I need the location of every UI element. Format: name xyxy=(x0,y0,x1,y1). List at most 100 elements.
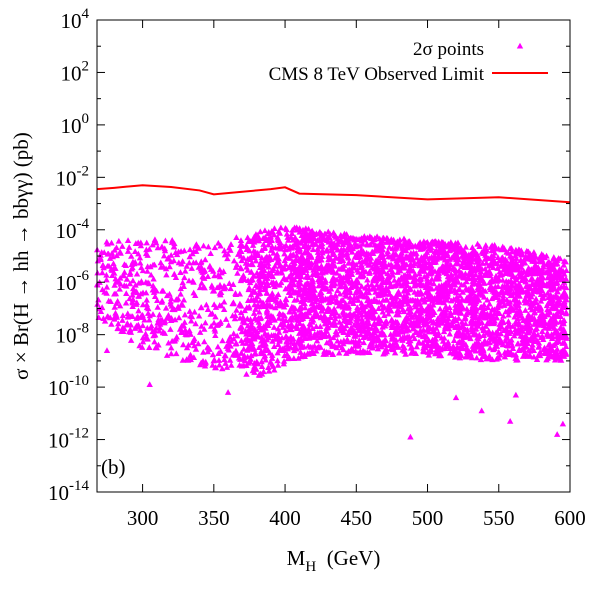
scatter-point xyxy=(330,274,337,281)
scatter-point xyxy=(307,296,314,303)
scatter-point xyxy=(335,312,343,319)
scatter-point xyxy=(404,289,412,296)
scatter-point xyxy=(388,293,395,300)
scatter-point xyxy=(351,333,359,339)
scatter-point xyxy=(243,362,250,368)
scatter-point xyxy=(195,312,203,319)
scatter-point xyxy=(119,243,126,249)
scatter-point xyxy=(455,279,462,285)
scatter-point xyxy=(314,249,322,255)
scatter-point xyxy=(142,289,150,296)
scatter-point xyxy=(387,331,394,337)
scatter-point xyxy=(475,318,483,325)
scatter-point xyxy=(159,328,167,335)
scatter-point xyxy=(245,286,252,293)
scatter-point xyxy=(252,350,259,357)
scatter-point xyxy=(303,267,310,273)
scatter-point xyxy=(210,319,218,326)
scatter-point xyxy=(183,356,190,363)
scatter-point xyxy=(301,283,309,289)
scatter-point xyxy=(142,330,149,337)
scatter-point xyxy=(462,326,469,333)
scatter-point xyxy=(467,290,474,297)
scatter-point xyxy=(560,289,568,295)
scatter-point xyxy=(378,301,386,308)
scatter-point xyxy=(305,342,312,349)
scatter-point xyxy=(233,261,241,268)
scatter-point xyxy=(246,303,253,310)
scatter-point xyxy=(287,315,294,322)
scatter-point xyxy=(515,347,523,353)
scatter-point xyxy=(376,291,383,298)
scatter-point xyxy=(115,279,123,285)
scatter-point xyxy=(530,249,538,255)
scatter-point xyxy=(526,269,534,276)
scatter-point xyxy=(398,257,405,263)
scatter-point xyxy=(474,284,482,291)
scatter-point xyxy=(347,324,355,331)
scatter-point xyxy=(316,329,324,335)
scatter-point xyxy=(160,252,168,259)
scatter-point xyxy=(521,259,529,266)
scatter-point xyxy=(467,353,474,359)
scatter-point xyxy=(420,296,428,303)
scatter-point xyxy=(237,252,245,259)
scatter-point xyxy=(245,326,253,333)
scatter-point xyxy=(443,260,450,267)
scatter-point xyxy=(411,335,418,342)
scatter-point xyxy=(463,305,471,312)
scatter-point xyxy=(139,267,147,274)
scatter-point xyxy=(111,304,118,310)
scatter-point xyxy=(163,352,171,358)
scatter-point xyxy=(343,312,350,318)
scatter-point xyxy=(287,292,294,299)
scatter-point xyxy=(469,287,477,293)
scatter-point xyxy=(99,262,107,268)
scatter-point xyxy=(368,302,375,309)
scatter-point xyxy=(484,310,491,317)
scatter-point xyxy=(150,275,157,282)
scatter-point xyxy=(247,291,255,298)
scatter-point xyxy=(422,284,430,290)
scatter-point xyxy=(173,350,180,357)
scatter-point xyxy=(392,336,400,343)
scatter-point xyxy=(493,332,501,339)
scatter-point xyxy=(516,284,524,290)
scatter-point xyxy=(248,268,255,275)
scatter-point xyxy=(371,308,379,315)
scatter-point xyxy=(236,314,244,321)
scatter-point xyxy=(553,279,561,286)
scatter-point xyxy=(212,364,220,371)
scatter-point xyxy=(263,289,271,296)
scatter-point xyxy=(496,310,503,317)
scatter-point xyxy=(468,268,475,275)
scatter-point xyxy=(394,307,401,313)
scatter-point xyxy=(455,322,462,329)
scatter-point xyxy=(283,254,290,260)
scatter-point xyxy=(400,235,408,242)
x-tick-label: 450 xyxy=(341,506,373,530)
scatter-point xyxy=(512,300,519,307)
scatter-point xyxy=(156,311,163,318)
scatter-point xyxy=(427,285,434,292)
scatter-point xyxy=(306,331,314,338)
scatter-point xyxy=(323,339,331,346)
scatter-point xyxy=(287,234,295,240)
scatter-point xyxy=(404,297,412,303)
scatter-point xyxy=(151,331,158,338)
scatter-point xyxy=(119,312,127,319)
scatter-point xyxy=(234,270,241,276)
scatter-point xyxy=(258,341,266,347)
scatter-point xyxy=(160,288,167,294)
scatter-point xyxy=(202,256,209,263)
scatter-point xyxy=(327,340,335,346)
scatter-point xyxy=(244,297,252,303)
scatter-point xyxy=(312,308,320,315)
scatter-point xyxy=(162,237,169,244)
scatter-point xyxy=(434,271,441,277)
scatter-point xyxy=(362,284,369,291)
scatter-point xyxy=(525,311,532,318)
scatter-point xyxy=(344,276,351,283)
scatter-point xyxy=(261,227,269,234)
scatter-point xyxy=(271,366,278,373)
